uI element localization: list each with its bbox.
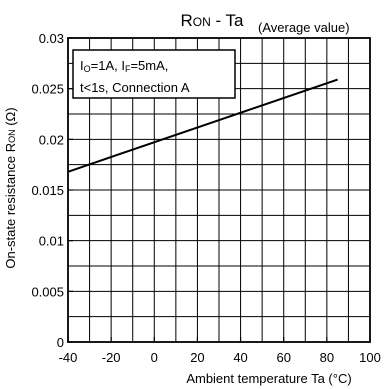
chart-title-note: (Average value) xyxy=(258,20,350,35)
y-axis-ticks: 0 0.005 0.01 0.015 0.02 0.025 0.03 xyxy=(31,31,73,350)
y-axis-label: On-state resistance RON (Ω) xyxy=(3,107,18,268)
y-tick-label: 0.03 xyxy=(39,31,64,46)
conditions-line-1: IO=1A, IF=5mA, xyxy=(80,58,168,74)
y-tick-label: 0.005 xyxy=(31,284,64,299)
x-tick-label: 80 xyxy=(320,350,334,365)
x-axis-label: Ambient temperature Ta (°C) xyxy=(186,371,351,386)
x-tick-label: 60 xyxy=(276,350,290,365)
x-tick-label: 100 xyxy=(359,350,381,365)
chart-title: RON - Ta xyxy=(180,11,244,30)
x-tick-label: -40 xyxy=(59,350,78,365)
series-group xyxy=(67,78,338,173)
x-tick-label: 0 xyxy=(151,350,158,365)
x-tick-label: 20 xyxy=(190,350,204,365)
y-tick-label: 0.015 xyxy=(31,183,64,198)
y-tick-label: 0.02 xyxy=(39,132,64,147)
x-axis-ticks: -40 -20 0 20 40 60 80 100 xyxy=(59,337,381,365)
conditions-line-2: t<1s, Connection A xyxy=(80,80,190,95)
y-tick-label: 0 xyxy=(57,335,64,350)
x-tick-label: 40 xyxy=(233,350,247,365)
x-tick-label: -20 xyxy=(102,350,121,365)
y-tick-label: 0.01 xyxy=(39,234,64,249)
conditions-box: IO=1A, IF=5mA, t<1s, Connection A xyxy=(72,49,236,99)
series-line xyxy=(67,78,338,173)
y-tick-label: 0.025 xyxy=(31,82,64,97)
